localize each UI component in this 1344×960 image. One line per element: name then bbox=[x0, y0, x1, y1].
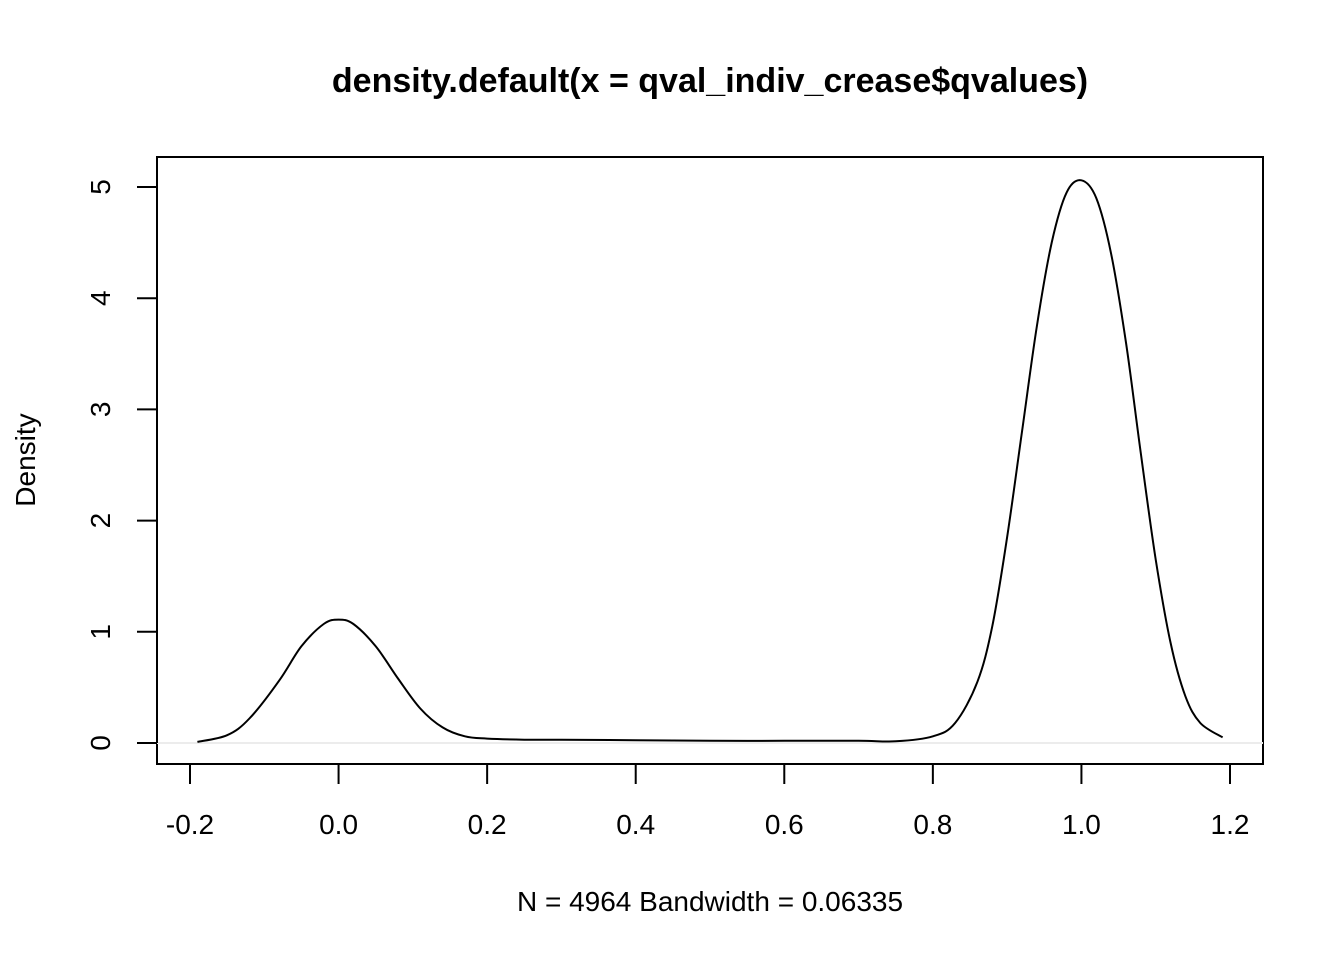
x-tick-label: 0.4 bbox=[616, 809, 655, 840]
x-tick-label: 1.2 bbox=[1211, 809, 1250, 840]
y-tick-label: 0 bbox=[85, 735, 116, 751]
y-axis: 0 1 2 3 4 5 bbox=[85, 179, 158, 751]
x-tick-label: 0.2 bbox=[468, 809, 507, 840]
plot-frame bbox=[156, 156, 1264, 765]
x-tick-label: -0.2 bbox=[166, 809, 214, 840]
y-tick-label: 4 bbox=[85, 290, 116, 306]
x-tick-label: 0.8 bbox=[913, 809, 952, 840]
x-tick-label: 1.0 bbox=[1062, 809, 1101, 840]
y-tick-label: 1 bbox=[85, 624, 116, 640]
density-curve bbox=[197, 179, 1224, 743]
y-tick-label: 3 bbox=[85, 402, 116, 418]
y-tick-label: 2 bbox=[85, 513, 116, 529]
x-axis: -0.2 0.0 0.2 0.4 0.6 0.8 1.0 1.2 bbox=[166, 763, 1250, 840]
y-axis-label: Density bbox=[10, 413, 41, 506]
x-tick-label: 0.6 bbox=[765, 809, 804, 840]
x-tick-label: 0.0 bbox=[319, 809, 358, 840]
x-axis-label: N = 4964 Bandwidth = 0.06335 bbox=[517, 886, 903, 917]
y-tick-label: 5 bbox=[85, 179, 116, 195]
chart-title: density.default(x = qval_indiv_crease$qv… bbox=[332, 62, 1088, 100]
